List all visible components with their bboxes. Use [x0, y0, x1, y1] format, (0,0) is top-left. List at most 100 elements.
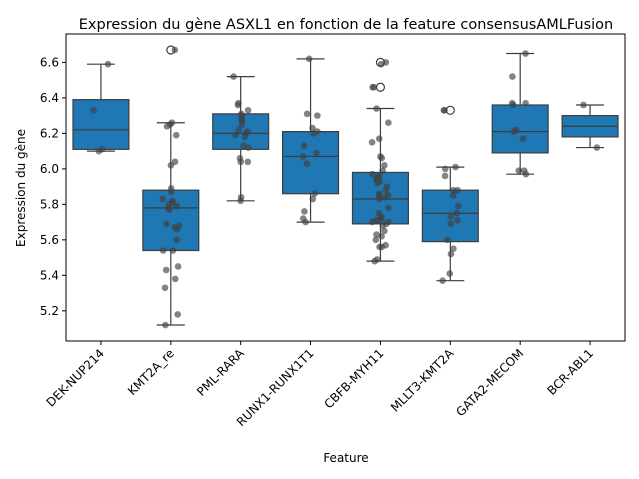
y-tick-label: 6.4 — [40, 91, 59, 105]
data-point — [244, 107, 252, 114]
data-point — [300, 142, 308, 150]
box-runx1-runx1t1 — [282, 58, 340, 223]
data-point — [449, 192, 457, 199]
data-point — [163, 220, 170, 228]
data-point — [593, 144, 601, 151]
data-point — [375, 217, 383, 224]
plot-frame — [65, 33, 626, 342]
data-point — [244, 158, 252, 166]
data-point — [368, 138, 376, 146]
data-point — [377, 60, 385, 68]
data-point — [522, 99, 529, 107]
points-dek-nup214 — [90, 60, 112, 155]
data-point — [374, 179, 381, 187]
data-point — [382, 193, 389, 201]
points-runx1-runx1t1 — [299, 55, 321, 226]
data-point — [172, 131, 180, 139]
data-point — [169, 247, 177, 254]
data-point — [159, 247, 167, 254]
data-point — [162, 321, 169, 329]
data-point — [447, 213, 455, 221]
data-point — [381, 162, 388, 169]
y-tick-label: 6.2 — [40, 126, 59, 140]
points-gata2-mecom — [508, 50, 530, 178]
data-point — [167, 188, 175, 196]
plot-area — [72, 45, 619, 329]
data-point — [238, 121, 246, 128]
y-tick-label: 5.6 — [40, 233, 59, 247]
data-point — [439, 277, 446, 284]
data-point — [303, 160, 311, 167]
data-point — [454, 202, 462, 210]
data-point — [241, 133, 249, 141]
data-point — [385, 119, 392, 127]
data-point — [519, 135, 527, 142]
data-point — [509, 73, 516, 80]
data-point — [245, 144, 252, 151]
data-point — [301, 208, 308, 215]
data-point — [173, 202, 180, 210]
points-cbfb-myh11 — [368, 59, 392, 265]
data-point — [171, 46, 179, 54]
data-point — [163, 122, 171, 130]
data-point — [104, 60, 112, 68]
data-point — [305, 55, 313, 63]
data-point — [234, 101, 242, 109]
data-point — [232, 131, 239, 139]
y-axis: 5.2 5.4 5.6 5.8 6.0 6.2 6.4 6.6 — [40, 55, 66, 318]
data-point — [302, 218, 309, 226]
data-point — [162, 266, 170, 274]
data-point — [174, 263, 182, 270]
data-point — [173, 225, 181, 233]
points-pml-rara — [230, 73, 252, 205]
y-tick-label: 5.2 — [40, 304, 59, 318]
data-point — [237, 197, 244, 205]
data-point — [235, 126, 242, 134]
y-tick-label: 5.4 — [40, 268, 59, 282]
y-tick-label: 6.6 — [40, 55, 59, 69]
data-point — [441, 165, 449, 173]
x-axis-title: Feature — [323, 451, 368, 465]
data-point — [370, 83, 378, 91]
chart-title: Expression du gène ASXL1 en fonction de … — [79, 17, 613, 33]
data-point — [447, 250, 455, 258]
data-point — [90, 107, 97, 114]
data-point — [379, 222, 387, 229]
data-point — [509, 101, 517, 109]
data-point — [515, 167, 523, 174]
box-gata2-mecom — [491, 52, 549, 175]
points-bcr-abl1 — [580, 101, 601, 151]
data-point — [309, 195, 317, 203]
data-point — [378, 243, 386, 251]
data-point — [174, 311, 182, 318]
data-point — [313, 149, 320, 157]
data-point — [369, 170, 376, 178]
data-point — [372, 236, 380, 244]
data-point — [95, 147, 103, 155]
data-point — [368, 218, 376, 226]
data-point — [161, 284, 169, 292]
data-point — [166, 206, 173, 213]
data-point — [309, 124, 316, 132]
data-point — [510, 128, 518, 135]
y-tick-label: 6.0 — [40, 162, 59, 176]
data-point — [375, 135, 383, 142]
data-point — [230, 73, 237, 80]
data-point — [171, 275, 179, 283]
data-point — [452, 163, 459, 171]
y-axis-title: Expression du gène — [14, 129, 28, 247]
data-point — [580, 101, 587, 109]
y-tick-label: 5.8 — [40, 197, 59, 211]
data-point — [382, 186, 390, 194]
data-point — [522, 50, 529, 57]
data-point — [311, 190, 318, 198]
box-iqr — [72, 99, 130, 150]
data-point — [371, 257, 378, 265]
box-iqr — [282, 131, 340, 195]
box-dek-nup214 — [72, 63, 130, 152]
data-point — [373, 105, 380, 112]
data-point — [379, 167, 386, 174]
data-point — [159, 195, 167, 203]
